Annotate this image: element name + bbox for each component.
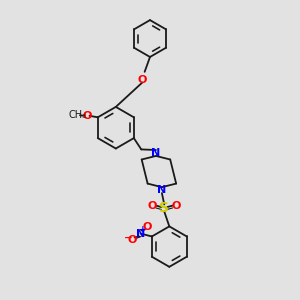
Text: O: O — [127, 235, 136, 245]
Text: O: O — [148, 201, 157, 211]
Text: O: O — [142, 222, 152, 232]
Text: −: − — [124, 233, 133, 243]
Text: +: + — [139, 225, 147, 234]
Text: O: O — [82, 111, 92, 121]
Text: N: N — [136, 229, 145, 238]
Text: S: S — [159, 201, 169, 215]
Text: CH₃: CH₃ — [68, 110, 87, 120]
Text: N: N — [157, 185, 167, 195]
Text: N: N — [151, 148, 160, 158]
Text: O: O — [172, 201, 181, 211]
Text: O: O — [138, 75, 147, 85]
